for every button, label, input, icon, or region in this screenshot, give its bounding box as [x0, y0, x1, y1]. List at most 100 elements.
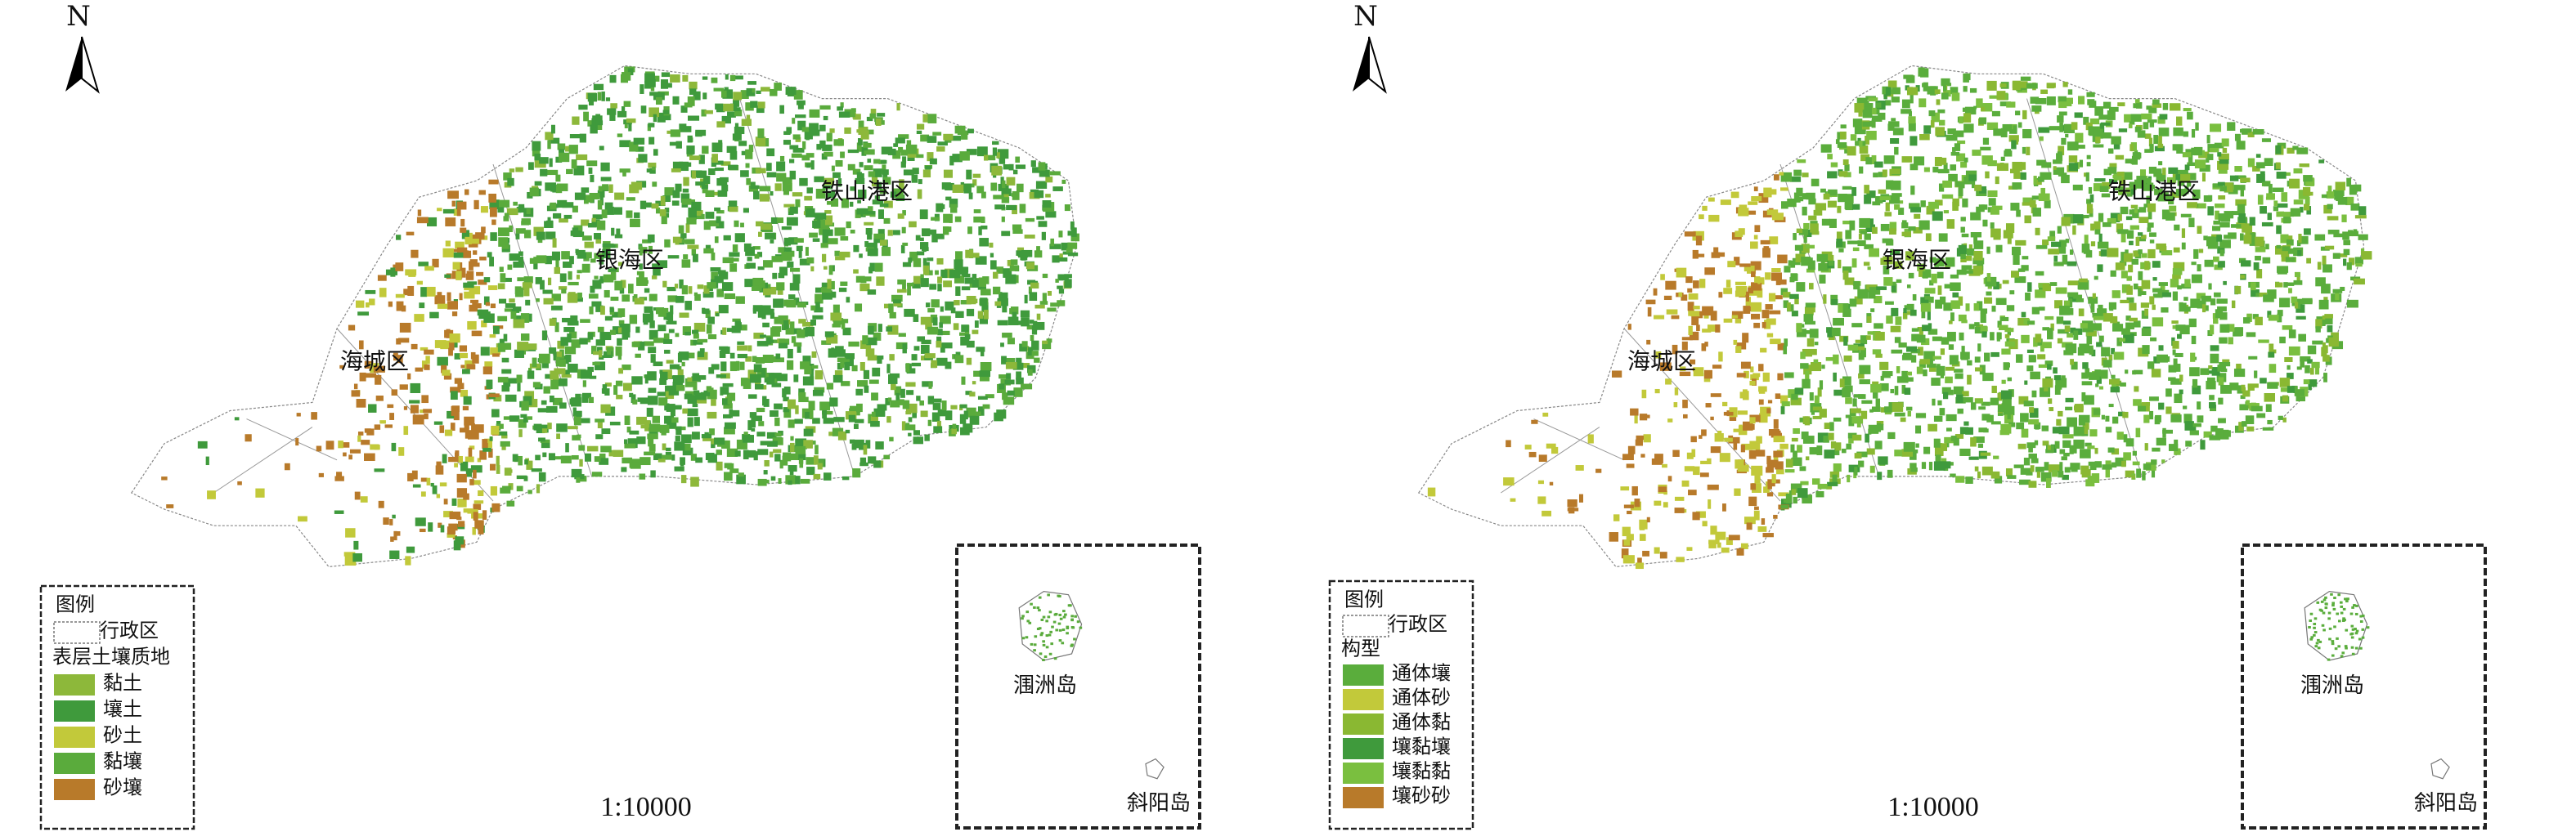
soil-patch [2344, 597, 2347, 601]
soil-patch [747, 394, 757, 399]
soil-patch [2123, 333, 2134, 343]
soil-patch [1797, 159, 1806, 163]
soil-patch [1712, 365, 1722, 369]
soil-patch [538, 472, 546, 482]
soil-patch [1928, 329, 1938, 335]
soil-patch [941, 400, 947, 410]
soil-patch [852, 468, 861, 478]
soil-patch [1773, 514, 1778, 519]
soil-patch [963, 410, 968, 420]
soil-patch [666, 130, 674, 134]
soil-patch [1003, 164, 1011, 170]
soil-patch [901, 226, 906, 234]
soil-patch [1710, 393, 1721, 397]
soil-patch [877, 209, 884, 219]
soil-patch [2275, 162, 2281, 169]
soil-patch [658, 397, 668, 406]
soil-patch [1681, 480, 1690, 487]
soil-patch [455, 536, 464, 545]
soil-patch [535, 277, 542, 284]
soil-patch [2141, 113, 2152, 120]
soil-patch [432, 485, 438, 494]
soil-patch [929, 158, 937, 165]
soil-patch [999, 292, 1003, 299]
soil-patch [2085, 442, 2092, 447]
soil-patch [2111, 448, 2120, 455]
soil-patch [792, 134, 801, 140]
soil-patch [1067, 252, 1079, 257]
soil-patch [2219, 221, 2230, 228]
soil-patch [1795, 253, 1806, 262]
soil-patch [2158, 402, 2165, 410]
soil-patch [680, 233, 687, 239]
soil-patch [2012, 135, 2019, 145]
soil-patch [2322, 264, 2332, 273]
soil-patch [456, 271, 462, 280]
soil-patch [822, 409, 828, 419]
soil-patch [2093, 315, 2104, 320]
soil-patch [2252, 166, 2260, 172]
soil-patch [569, 398, 581, 405]
soil-patch [679, 123, 687, 132]
soil-patch [2022, 110, 2027, 119]
soil-patch [687, 408, 698, 417]
soil-patch [2298, 333, 2306, 342]
soil-patch [467, 320, 477, 330]
soil-patch [2175, 188, 2187, 196]
soil-patch [1811, 409, 1815, 415]
soil-patch [2064, 467, 2071, 473]
soil-patch [511, 309, 520, 313]
soil-patch [469, 239, 479, 244]
soil-patch [1995, 244, 2003, 253]
soil-patch [2170, 414, 2182, 423]
soil-patch [594, 275, 599, 280]
soil-patch [783, 204, 795, 208]
soil-patch [1800, 351, 1806, 360]
soil-patch [2176, 147, 2183, 154]
soil-patch [2168, 195, 2174, 205]
soil-patch [1043, 655, 1048, 659]
soil-patch [2000, 127, 2008, 138]
soil-patch [1713, 247, 1719, 254]
soil-patch [1765, 304, 1773, 310]
soil-patch [756, 341, 769, 347]
soil-patch [832, 318, 844, 325]
soil-patch [2255, 236, 2264, 247]
soil-patch [2275, 145, 2282, 154]
soil-patch [1920, 297, 1929, 305]
soil-patch [824, 177, 835, 186]
soil-patch [814, 176, 824, 182]
soil-patch [1928, 110, 1936, 117]
soil-patch [1749, 380, 1756, 386]
soil-patch [2288, 329, 2296, 338]
legend-swatch [54, 753, 95, 774]
soil-patch [738, 141, 747, 146]
soil-patch [657, 458, 666, 463]
soil-patch [1945, 257, 1955, 267]
soil-patch [1703, 314, 1709, 319]
soil-patch [2129, 317, 2138, 322]
soil-patch [806, 326, 815, 337]
soil-patch [454, 463, 458, 467]
soil-patch [2035, 271, 2044, 276]
soil-patch [460, 461, 469, 472]
soil-patch [683, 254, 689, 260]
soil-patch [458, 455, 464, 463]
soil-patch [2035, 426, 2040, 430]
soil-patch [1908, 272, 1914, 279]
soil-patch [821, 282, 832, 289]
soil-patch [756, 105, 765, 114]
soil-patch [2121, 328, 2130, 335]
soil-patch [900, 150, 909, 156]
soil-patch [954, 268, 961, 275]
soil-patch [1758, 399, 1764, 405]
soil-patch [2001, 348, 2011, 355]
soil-patch [789, 159, 795, 163]
soil-patch [626, 328, 631, 338]
soil-patch [782, 388, 787, 398]
soil-patch [2188, 154, 2193, 163]
soil-patch [2344, 645, 2348, 648]
soil-patch [810, 305, 820, 311]
soil-patch [234, 417, 240, 421]
soil-patch [1948, 173, 1958, 182]
